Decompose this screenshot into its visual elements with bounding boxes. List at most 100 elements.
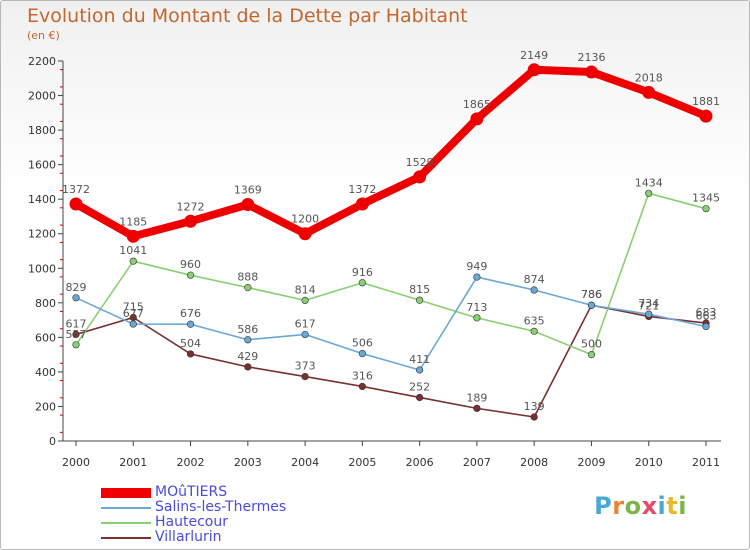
data-label: 1041 (119, 244, 147, 257)
data-label: 1185 (119, 215, 147, 228)
x-tick-label: 2007 (463, 456, 491, 469)
series-line (72, 65, 710, 241)
data-label: 713 (466, 301, 487, 314)
logo-letter: o (624, 492, 642, 520)
x-tick-label: 2004 (291, 456, 319, 469)
data-label: 2136 (577, 51, 605, 64)
data-label: 2018 (635, 71, 663, 84)
legend-swatch-salins (101, 507, 151, 509)
x-tick-label: 2003 (234, 456, 262, 469)
y-tick-label: 2200 (28, 55, 56, 68)
data-point (702, 205, 710, 213)
logo-letter: i (657, 492, 667, 520)
data-label: 721 (638, 299, 659, 312)
data-point (244, 336, 252, 344)
legend-label-moutiers: MOûTIERS (155, 484, 228, 500)
data-point (473, 314, 481, 322)
data-point (416, 296, 424, 304)
data-point (530, 327, 538, 335)
legend-label-salins: Salins-les-Thermes (155, 499, 287, 515)
data-label: 1200 (291, 213, 319, 226)
data-label: 734 (638, 297, 659, 310)
data-label: 504 (180, 337, 201, 350)
series-line (75, 192, 707, 356)
logo-letter: r (612, 492, 625, 520)
x-tick-label: 2000 (62, 456, 90, 469)
data-label: 1529 (406, 156, 434, 169)
data-point (129, 257, 137, 265)
data-label: 635 (524, 314, 545, 327)
legend-swatch-villarlurin (101, 537, 151, 539)
legend-label-hautecour: Hautecour (155, 514, 228, 530)
data-label: 916 (352, 266, 373, 279)
y-tick-label: 1000 (28, 262, 56, 275)
data-point (645, 310, 653, 318)
y-tick-label: 1800 (28, 124, 56, 137)
data-point (129, 320, 137, 328)
data-label: 663 (696, 309, 717, 322)
data-point (416, 366, 424, 374)
data-label: 677 (123, 307, 144, 320)
data-label: 429 (237, 350, 258, 363)
data-point (702, 322, 710, 331)
data-point (527, 63, 541, 77)
data-point (642, 85, 656, 99)
data-label: 2149 (520, 49, 548, 62)
data-point (413, 170, 427, 184)
data-label: 676 (180, 307, 201, 320)
data-label: 786 (581, 288, 602, 301)
data-label: 506 (352, 337, 373, 350)
x-tick-label: 2002 (177, 456, 205, 469)
x-tick-label: 2001 (119, 456, 147, 469)
legend-label-villarlurin: Villarlurin (155, 529, 222, 545)
chart-axes: 0 200 400 600 800 1000 1200 1400 1600 1800 2000 220… (28, 55, 721, 469)
data-label: 815 (409, 283, 430, 296)
data-point (358, 382, 366, 391)
data-label: 1434 (635, 176, 663, 189)
data-point (645, 189, 653, 197)
data-label: 189 (466, 391, 487, 404)
x-tick-label: 2010 (635, 456, 663, 469)
data-point (584, 65, 598, 79)
y-tick-label: 400 (35, 366, 56, 379)
y-tick-label: 600 (35, 331, 56, 344)
data-label: 888 (237, 271, 258, 284)
data-point (244, 284, 252, 292)
data-label: 617 (295, 317, 316, 330)
legend-swatch-moutiers (101, 488, 151, 498)
data-point (355, 197, 369, 211)
data-point (301, 296, 309, 305)
y-tick-label: 200 (35, 400, 56, 413)
data-point (186, 271, 195, 279)
data-point (244, 363, 252, 371)
data-point (358, 350, 366, 358)
data-point (186, 320, 195, 328)
data-point (473, 273, 481, 281)
data-label: 1369 (234, 184, 262, 197)
data-point (72, 294, 80, 302)
data-label: 1345 (692, 192, 720, 205)
data-label: 373 (295, 360, 316, 373)
data-label: 1865 (463, 98, 491, 111)
data-label: 829 (66, 281, 87, 294)
data-point (587, 301, 596, 309)
chart-subtitle: (en €) (27, 29, 60, 42)
data-point (358, 279, 366, 287)
data-label: 411 (409, 353, 430, 366)
data-label: 139 (524, 400, 545, 413)
y-tick-label: 1400 (28, 193, 56, 206)
data-point (699, 109, 713, 123)
logo-letter: i (678, 492, 687, 520)
logo-letter: t (666, 492, 679, 520)
data-label: 949 (466, 260, 487, 273)
data-point (72, 341, 80, 349)
data-point (587, 351, 596, 359)
data-point (72, 330, 80, 339)
data-point (241, 198, 255, 212)
y-tick-label: 1600 (28, 159, 56, 172)
chart-series (69, 63, 713, 421)
data-label: 252 (409, 380, 430, 393)
data-label: 683 (696, 306, 717, 319)
